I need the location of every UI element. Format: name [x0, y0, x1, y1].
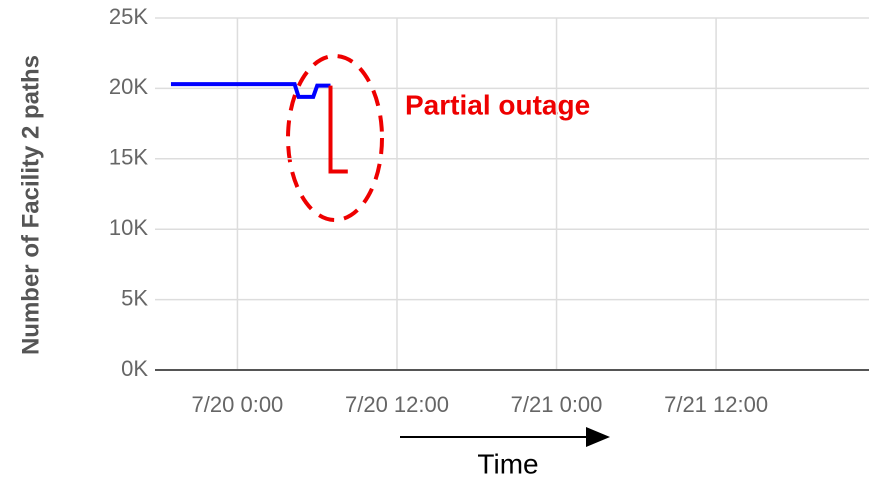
- y-tick-label: 10K: [109, 215, 148, 240]
- x-tick-label: 7/21 0:00: [511, 392, 603, 417]
- y-tick-label: 25K: [109, 4, 148, 29]
- x-axis-label: Time: [477, 448, 538, 479]
- y-tick-label: 20K: [109, 74, 148, 99]
- series-line: [328, 85, 348, 174]
- arrow-head: [586, 427, 610, 447]
- y-tick-label: 0K: [121, 356, 148, 381]
- outage-ellipse: [286, 54, 384, 222]
- x-tick-label: 7/20 0:00: [192, 392, 284, 417]
- x-tick-label: 7/21 12:00: [664, 392, 768, 417]
- annotation: Partial outage: [405, 89, 590, 120]
- y-tick-label: 5K: [121, 285, 148, 310]
- y-tick-label: 15K: [109, 145, 148, 170]
- x-tick-label: 7/20 12:00: [345, 392, 449, 417]
- y-axis-label: Number of Facility 2 paths: [17, 55, 44, 355]
- series-line: [170, 82, 331, 99]
